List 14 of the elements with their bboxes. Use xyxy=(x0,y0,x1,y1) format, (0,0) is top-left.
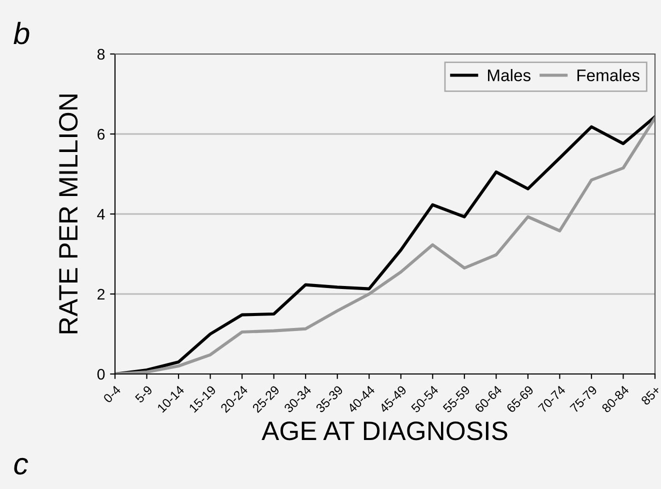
y-tick-label: 2 xyxy=(98,288,105,300)
x-tick-label: 5-9 xyxy=(134,385,153,404)
text: c xyxy=(14,458,28,475)
y-tick-label: 8 xyxy=(97,48,105,60)
y-tick-label: 4 xyxy=(97,209,105,220)
y-tick-label: 0 xyxy=(97,368,105,380)
y-tick-label: 6 xyxy=(98,128,105,140)
legend-label: Males xyxy=(488,69,530,82)
legend-label: Females xyxy=(577,69,640,82)
x-axis-title: AGE AT DIAGNOSIS xyxy=(262,422,508,440)
x-tick-label: 85+ xyxy=(640,385,661,406)
text: b xyxy=(14,22,30,44)
y-axis-title: RATE PER MILLION xyxy=(58,94,78,334)
x-tick-label: 0-4 xyxy=(102,384,122,404)
